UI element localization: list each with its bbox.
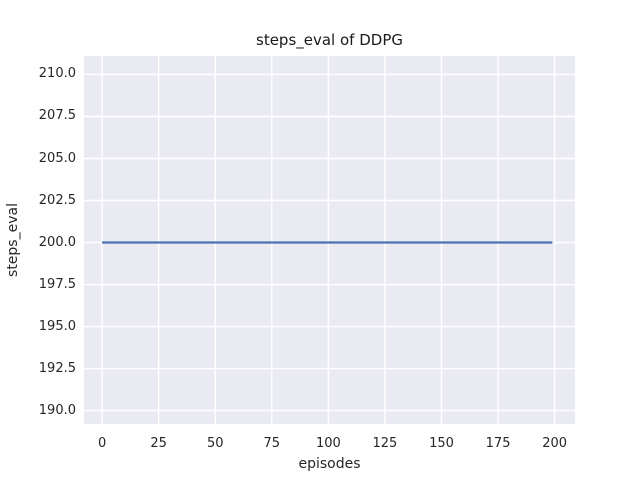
y-tick-label: 207.5 bbox=[38, 108, 76, 124]
y-tick-label: 205.0 bbox=[38, 150, 76, 166]
y-tick-label: 202.5 bbox=[38, 192, 76, 208]
x-tick-label: 200 bbox=[542, 436, 568, 451]
x-tick-label: 25 bbox=[150, 436, 167, 451]
x-axis-label: episodes bbox=[298, 456, 361, 472]
y-axis-label: steps_eval bbox=[5, 203, 21, 277]
plot-canvas bbox=[84, 56, 575, 424]
chart-title: steps_eval of DDPG bbox=[256, 31, 403, 49]
y-tick-label: 197.5 bbox=[38, 276, 76, 292]
y-tick-label: 195.0 bbox=[38, 318, 76, 334]
x-tick-label: 125 bbox=[372, 436, 398, 451]
x-tick-label: 50 bbox=[206, 436, 224, 451]
plot-area bbox=[84, 56, 575, 424]
x-tick-label: 0 bbox=[97, 436, 107, 451]
y-tick-label: 192.5 bbox=[38, 360, 76, 376]
x-tick-label: 150 bbox=[429, 436, 454, 451]
x-tick-label: 100 bbox=[315, 436, 341, 451]
x-tick-label: 75 bbox=[263, 436, 281, 451]
y-tick-label: 210.0 bbox=[38, 66, 76, 82]
y-tick-label: 190.0 bbox=[38, 402, 76, 418]
y-tick-label: 200.0 bbox=[38, 234, 76, 250]
x-tick-label: 175 bbox=[485, 436, 511, 451]
